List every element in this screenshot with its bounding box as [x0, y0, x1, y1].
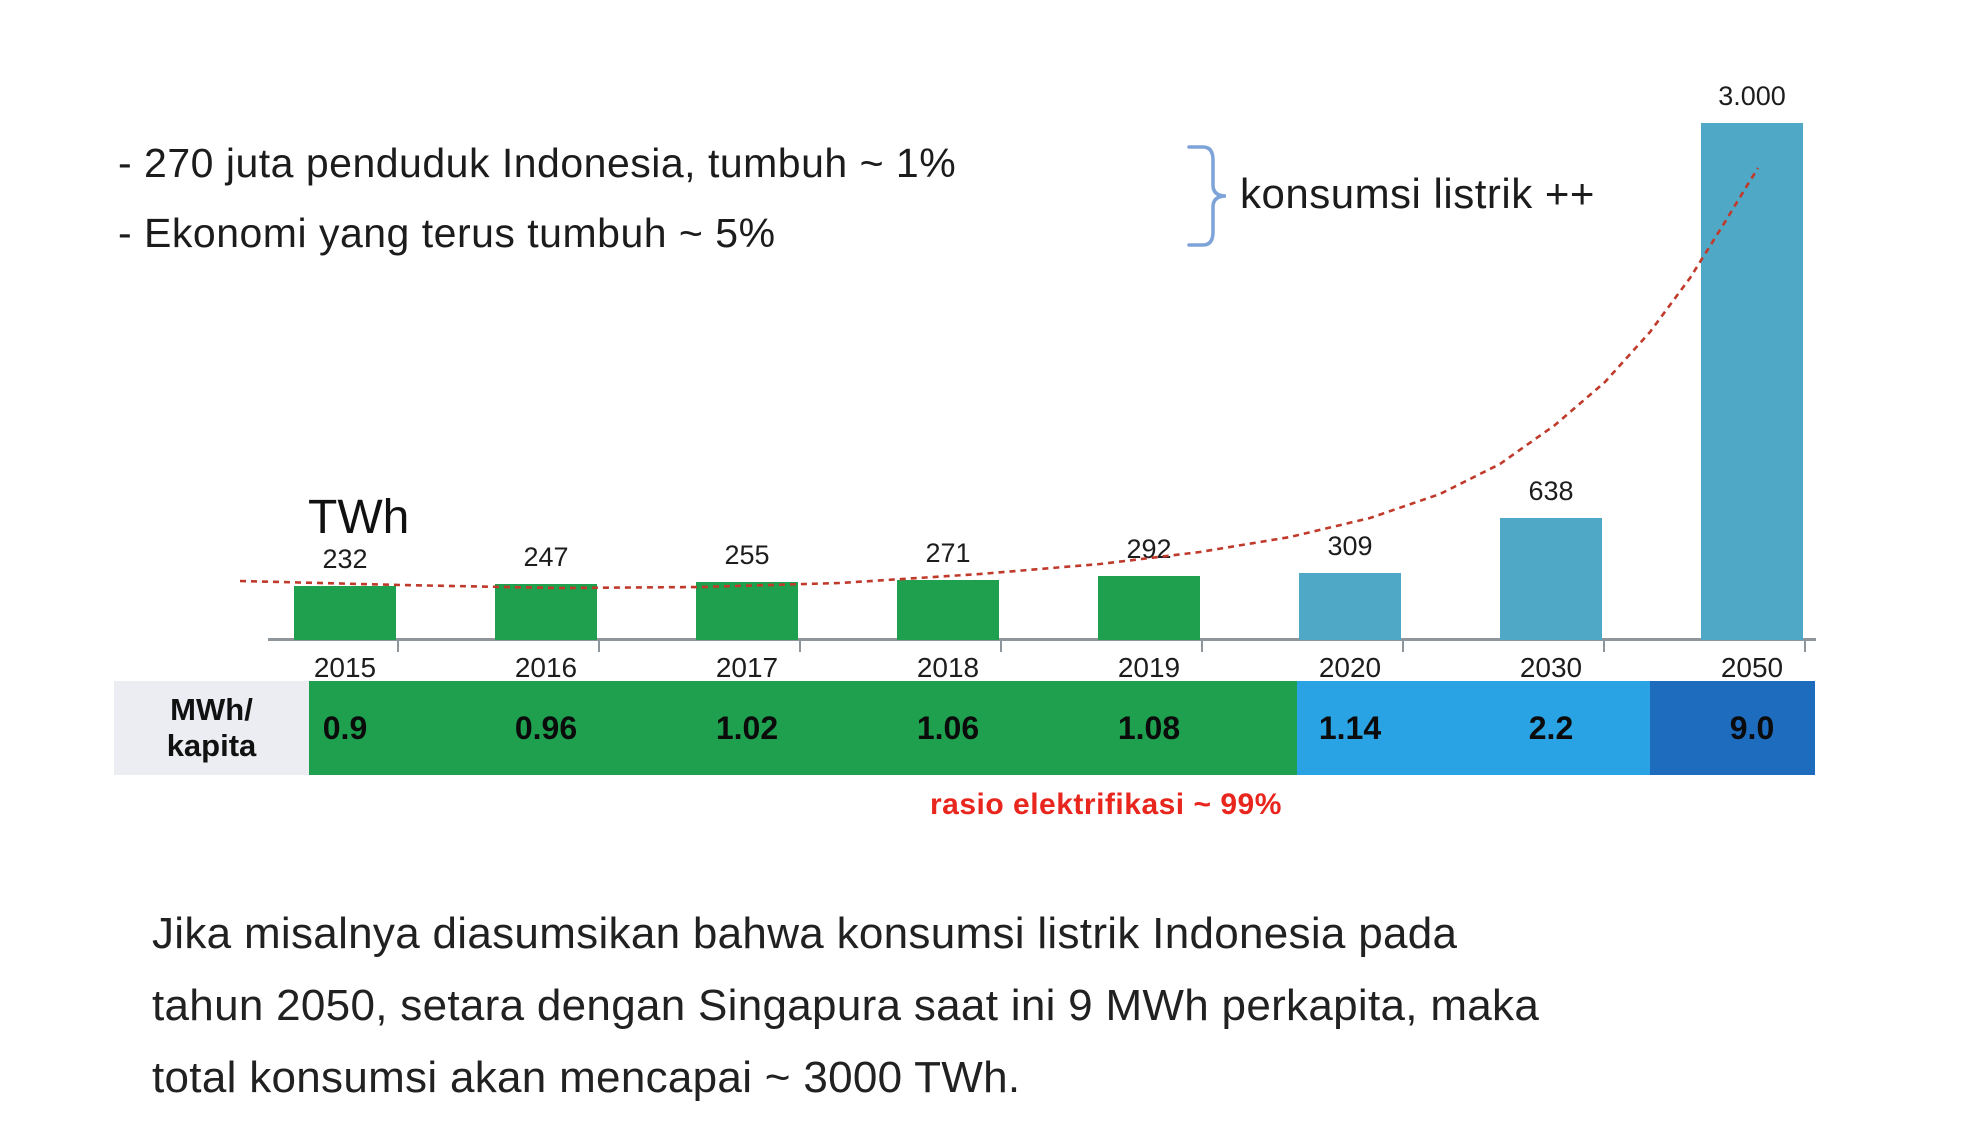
footer-line-3: total konsumsi akan mencapai ~ 3000 TWh.: [152, 1053, 1021, 1102]
year-label-2030: 2030: [1519, 652, 1583, 683]
per-capita-row-label: MWh/ kapita: [114, 681, 309, 775]
per-capita-value-2030: 2.2: [1528, 709, 1574, 746]
footer-line-2: tahun 2050, setara dengan Singapura saat…: [152, 981, 1540, 1030]
per-capita-value-2020: 1.14: [1318, 709, 1382, 746]
bullet-population: - 270 juta penduduk Indonesia, tumbuh ~ …: [118, 140, 957, 186]
year-label-2017: 2017: [715, 652, 779, 683]
bar-value-2050: 3.000: [1718, 81, 1786, 111]
band-segment-band_darkblue: [1650, 681, 1815, 775]
axis-tick: [799, 638, 801, 652]
per-capita-value-2016: 0.96: [514, 709, 578, 746]
bar-2016: [495, 584, 597, 640]
bar-value-2016: 247: [523, 542, 569, 572]
bar-2019: [1098, 576, 1200, 640]
axis-tick: [1402, 638, 1404, 652]
axis-tick: [1603, 638, 1605, 652]
axis-tick: [1804, 638, 1806, 652]
electrification-caption: rasio elektrifikasi ~ 99%: [930, 788, 1282, 821]
per-capita-label-line1: MWh/: [170, 692, 253, 727]
bar-value-2030: 638: [1528, 476, 1574, 506]
brace-icon: [1187, 145, 1227, 247]
axis-tick: [598, 638, 600, 652]
bar-value-2015: 232: [322, 544, 368, 574]
axis-tick: [397, 638, 399, 652]
footer-line-1: Jika misalnya diasumsikan bahwa konsumsi…: [152, 909, 1458, 958]
bar-2050: [1701, 123, 1803, 640]
x-axis-line: [268, 638, 1816, 641]
per-capita-value-2018: 1.06: [916, 709, 980, 746]
bar-2015: [294, 586, 396, 640]
bar-value-2020: 309: [1327, 531, 1373, 561]
year-label-2019: 2019: [1117, 652, 1181, 683]
per-capita-value-2017: 1.02: [715, 709, 779, 746]
year-label-2018: 2018: [916, 652, 980, 683]
footer-paragraph: Jika misalnya diasumsikan bahwa konsumsi…: [152, 898, 1539, 1114]
bar-2030: [1500, 518, 1602, 640]
per-capita-value-2015: 0.9: [322, 709, 368, 746]
bar-2020: [1299, 573, 1401, 640]
year-label-2016: 2016: [514, 652, 578, 683]
axis-tick: [1000, 638, 1002, 652]
year-label-2050: 2050: [1720, 652, 1784, 683]
bar-value-2019: 292: [1126, 534, 1172, 564]
year-label-2015: 2015: [313, 652, 377, 683]
chart-unit-label: TWh: [308, 491, 410, 544]
bar-value-2017: 255: [724, 540, 770, 570]
per-capita-value-2050: 9.0: [1729, 709, 1775, 746]
bar-2017: [696, 582, 798, 640]
bullet-economy: - Ekonomi yang terus tumbuh ~ 5%: [118, 210, 776, 256]
bullet-list: - 270 juta penduduk Indonesia, tumbuh ~ …: [118, 128, 956, 268]
per-capita-value-2019: 1.08: [1117, 709, 1181, 746]
band-segment-band_lightblue: [1297, 681, 1650, 775]
axis-tick: [1201, 638, 1203, 652]
bar-value-2018: 271: [925, 538, 971, 568]
bar-2018: [897, 580, 999, 640]
year-label-2020: 2020: [1318, 652, 1382, 683]
band-segment-band_green: [309, 681, 1297, 775]
brace-note: konsumsi listrik ++: [1240, 170, 1595, 217]
per-capita-label-line2: kapita: [166, 728, 257, 763]
